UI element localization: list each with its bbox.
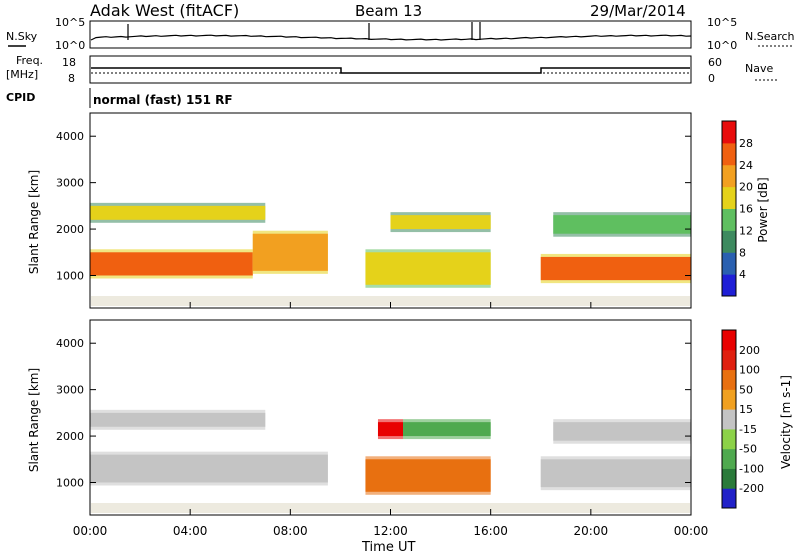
colorbar-segment [722,349,736,371]
power-panel: 4000 3000 2000 1000 Slant Range [km] 28 24 20… [27,112,770,309]
plot-title: Adak West (fitACF) [90,1,239,20]
frequency-line [91,67,690,74]
scatter-band [90,205,266,220]
ytick-label: 1000 [56,477,84,490]
scatter-band [540,459,691,488]
frequency-panel: Freq. [MHz] 18 8 60 0 Nave [6,54,777,85]
ytick-label: 4000 [56,130,84,143]
time-axis: 00:00 04:00 08:00 12:00 16:00 20:00 00:00 [73,302,709,538]
freq-unit-label: [MHz] [6,68,38,81]
freq-tick-top: 18 [62,56,76,69]
scatter-band [90,454,328,483]
xaxis-label: Time UT [361,540,415,554]
nave-tick-top: 60 [708,56,722,69]
colorbar-tick-label: 20 [739,181,753,194]
colorbar-tick-label: 28 [739,137,753,150]
sky-tick-top: 10^5 [55,16,85,29]
colorbar-segment [722,274,736,297]
scatter-band [365,459,491,492]
scatter-band [365,252,491,285]
xtick-label: 08:00 [273,524,308,538]
search-tick-bottom: 10^0 [707,39,737,52]
power-colorbar-label: Power [dB] [756,177,770,242]
velocity-colorbar-label: Velocity [m s-1] [779,375,793,469]
xtick-label: 00:00 [73,524,108,538]
velocity-colorbar: 200 100 50 15 -15 -50 -100 -200 [721,329,764,509]
noise-stripe [91,296,690,306]
scatter-band [553,215,691,234]
xtick-label: 00:00 [674,524,709,538]
colorbar-segment [722,330,736,351]
scatter-band [90,412,266,427]
scatter-band [390,215,491,230]
velocity-data [90,409,691,513]
colorbar-segment [722,252,736,275]
colorbar-segment [722,468,736,489]
velocity-ylabel: Slant Range [km] [27,368,41,472]
sky-noise-line [90,34,692,41]
freq-tick-bottom: 8 [68,72,75,85]
sky-tick-bottom: 10^0 [55,39,85,52]
nave-tick-bottom: 0 [708,72,715,85]
xtick-label: 12:00 [373,524,408,538]
colorbar-segment [722,409,736,430]
xtick-label: 16:00 [473,524,508,538]
xtick-label: 20:00 [574,524,609,538]
freq-label: Freq. [16,54,43,67]
colorbar-segment [722,186,736,209]
colorbar-tick-label: 50 [739,383,753,396]
ytick-label: 3000 [56,384,84,397]
search-tick-top: 10^5 [707,16,737,29]
ytick-label: 2000 [56,223,84,236]
scatter-band [540,256,691,281]
xtick-label: 04:00 [173,524,208,538]
scatter-band [403,422,491,437]
power-ylabel: Slant Range [km] [27,170,41,274]
power-colorbar: 28 24 20 16 12 8 4 [721,120,753,297]
cpid-label: CPID [6,91,35,104]
colorbar-tick-label: 4 [739,268,746,281]
scatter-band [252,233,328,271]
colorbar-tick-label: -50 [739,443,757,456]
colorbar-segment [722,488,736,509]
beam-label: Beam 13 [355,2,422,20]
colorbar-segment [722,428,736,450]
colorbar-tick-label: -15 [739,423,757,436]
colorbar-tick-label: 16 [739,203,753,216]
colorbar-segment [722,164,736,188]
colorbar-tick-label: 24 [739,159,753,172]
scatter-band [377,422,404,437]
colorbar-tick-label: 100 [739,364,760,377]
date-label: 29/Mar/2014 [590,2,686,20]
sky-noise-panel: N.Sky 10^5 10^0 10^5 10^0 N.Search [6,16,795,52]
noise-stripe [91,503,690,513]
colorbar-tick-label: 8 [739,246,746,259]
velocity-panel: 4000 3000 2000 1000 Slant Range [km] 200 100… [27,319,793,516]
nave-label: Nave [745,62,773,75]
power-data [90,202,691,306]
colorbar-tick-label: 15 [739,403,753,416]
cpid-panel: CPID normal (fast) 151 RF [6,88,233,108]
colorbar-segment [722,389,736,410]
search-label: N.Search [745,30,795,43]
scatter-band [90,252,253,276]
ytick-label: 4000 [56,337,84,350]
colorbar-tick-label: -200 [739,482,764,495]
colorbar-segment [722,208,736,231]
colorbar-tick-label: 12 [739,224,753,237]
ytick-label: 1000 [56,270,84,283]
colorbar-segment [722,121,736,144]
scatter-band [553,422,691,441]
colorbar-segment [722,369,736,390]
colorbar-segment [722,448,736,469]
colorbar-tick-label: -100 [739,462,764,475]
colorbar-tick-label: 200 [739,344,760,357]
ytick-label: 2000 [56,430,84,443]
sky-label: N.Sky [6,30,38,43]
cpid-text: normal (fast) 151 RF [93,93,233,107]
ytick-label: 3000 [56,177,84,190]
colorbar-segment [722,142,736,166]
colorbar-segment [722,230,736,253]
